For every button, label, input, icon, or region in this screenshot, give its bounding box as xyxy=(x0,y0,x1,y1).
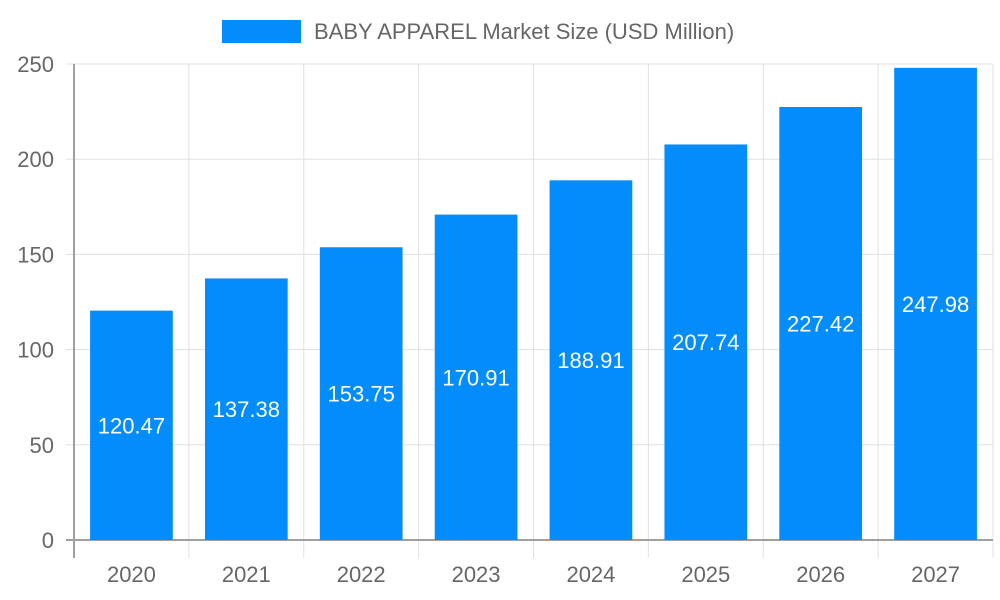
data-label: 188.91 xyxy=(557,348,624,373)
data-label: 227.42 xyxy=(787,311,854,336)
data-label: 247.98 xyxy=(902,292,969,317)
legend-label: BABY APPAREL Market Size (USD Million) xyxy=(314,19,734,44)
bar xyxy=(664,144,748,540)
x-tick-label: 2022 xyxy=(337,562,386,587)
legend-swatch xyxy=(222,20,301,43)
y-tick-label: 50 xyxy=(30,433,54,458)
x-tick-label: 2024 xyxy=(566,562,615,587)
bar xyxy=(319,247,403,540)
bar xyxy=(204,278,288,540)
data-label: 207.74 xyxy=(672,330,739,355)
y-tick-label: 250 xyxy=(17,52,54,77)
data-label: 137.38 xyxy=(213,397,280,422)
y-tick-label: 200 xyxy=(17,147,54,172)
data-label: 170.91 xyxy=(442,365,509,390)
data-label: 120.47 xyxy=(98,413,165,438)
x-tick-label: 2025 xyxy=(681,562,730,587)
x-tick-label: 2026 xyxy=(796,562,845,587)
x-tick-label: 2027 xyxy=(911,562,960,587)
bar xyxy=(549,180,633,540)
y-tick-label: 0 xyxy=(42,528,54,553)
y-tick-label: 100 xyxy=(17,338,54,363)
data-label: 153.75 xyxy=(328,382,395,407)
bar xyxy=(90,310,173,540)
bar xyxy=(894,67,977,541)
bar xyxy=(434,214,518,541)
y-tick-label: 150 xyxy=(17,242,54,267)
x-tick-label: 2020 xyxy=(107,562,156,587)
x-tick-label: 2023 xyxy=(452,562,501,587)
bar xyxy=(779,106,863,541)
x-tick-label: 2021 xyxy=(222,562,271,587)
